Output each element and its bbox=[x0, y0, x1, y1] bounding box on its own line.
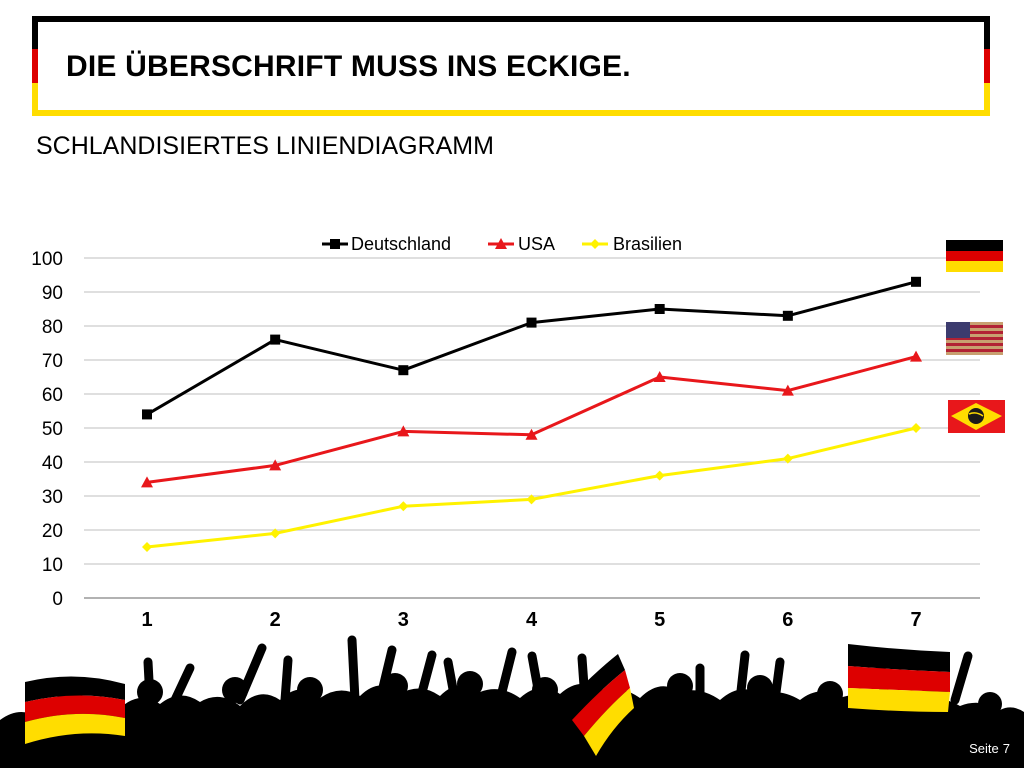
x-tick-label: 5 bbox=[654, 609, 665, 631]
slide-subtitle: SCHLANDISIERTES LINIENDIAGRAMM bbox=[36, 132, 494, 160]
data-point bbox=[654, 304, 665, 314]
y-tick-label: 100 bbox=[31, 249, 63, 270]
x-tick-label: 3 bbox=[398, 609, 409, 631]
y-tick-label: 90 bbox=[42, 283, 63, 304]
data-point bbox=[270, 334, 281, 345]
frame-right-gold bbox=[984, 83, 990, 116]
frame-top bbox=[32, 16, 990, 22]
legend-label: USA bbox=[518, 234, 555, 254]
data-point bbox=[397, 425, 410, 437]
data-point bbox=[526, 494, 537, 505]
legend-label: Deutschland bbox=[351, 234, 451, 254]
data-point bbox=[911, 276, 922, 287]
data-point bbox=[269, 459, 282, 471]
frame-right-black bbox=[984, 16, 990, 49]
x-tick-label: 7 bbox=[910, 609, 921, 631]
y-tick-label: 50 bbox=[42, 419, 63, 440]
data-point bbox=[590, 239, 600, 249]
page-label: Seite bbox=[969, 741, 999, 756]
legend-item-usa: USA bbox=[488, 234, 555, 254]
crowd-flag-right bbox=[848, 644, 950, 712]
crowd-flag-left bbox=[25, 676, 125, 744]
data-point bbox=[525, 428, 538, 440]
data-point bbox=[911, 423, 922, 433]
chart-legend: Deutschland USA Brasilien bbox=[322, 234, 682, 254]
series-brasilien bbox=[142, 423, 922, 552]
y-tick-label: 70 bbox=[42, 351, 63, 372]
legend-item-brasilien: Brasilien bbox=[582, 234, 682, 254]
y-tick-label: 0 bbox=[52, 589, 63, 610]
data-point bbox=[782, 310, 793, 321]
frame-left-gold bbox=[32, 83, 38, 116]
crowd-flag-center bbox=[560, 654, 634, 756]
brazil-flag-icon bbox=[948, 400, 1005, 433]
frame-right-red bbox=[984, 49, 990, 83]
frame-left-black bbox=[32, 16, 38, 49]
data-point bbox=[495, 238, 507, 249]
title-frame-border bbox=[32, 16, 990, 116]
data-point bbox=[141, 476, 153, 488]
data-point bbox=[526, 317, 537, 328]
data-point bbox=[398, 501, 409, 512]
series-usa bbox=[141, 350, 923, 488]
y-tick-label: 80 bbox=[42, 317, 63, 338]
x-tick-label: 2 bbox=[270, 609, 281, 631]
data-point bbox=[910, 350, 923, 362]
x-axis-ticks: 1 2 3 4 5 6 7 bbox=[141, 609, 921, 631]
x-tick-label: 6 bbox=[782, 609, 793, 631]
frame-left-red bbox=[32, 49, 38, 83]
data-point bbox=[142, 409, 152, 420]
germany-flag-icon bbox=[946, 240, 1003, 272]
data-point bbox=[142, 542, 152, 552]
y-tick-label: 10 bbox=[42, 555, 63, 576]
legend-label: Brasilien bbox=[613, 234, 682, 254]
page-number: Seite 7 bbox=[965, 741, 1010, 756]
usa-flag-icon bbox=[946, 322, 1003, 355]
y-tick-label: 20 bbox=[42, 521, 63, 542]
data-point bbox=[330, 239, 340, 249]
y-tick-label: 30 bbox=[42, 487, 63, 508]
page-number-value: 7 bbox=[1002, 741, 1010, 756]
data-point bbox=[270, 528, 281, 539]
legend-item-deutschland: Deutschland bbox=[322, 234, 451, 254]
data-point bbox=[654, 470, 665, 481]
slide-title: DIE ÜBERSCHRIFT MUSS INS ECKIGE. bbox=[66, 50, 631, 83]
data-point bbox=[782, 453, 793, 464]
y-tick-label: 40 bbox=[42, 453, 63, 474]
data-point bbox=[653, 371, 666, 382]
x-tick-label: 1 bbox=[141, 609, 152, 631]
data-point bbox=[398, 365, 409, 376]
title-frame bbox=[32, 16, 990, 116]
series-deutschland bbox=[142, 276, 922, 420]
chart-series bbox=[141, 276, 923, 552]
y-axis-ticks: 0 10 20 30 40 50 60 70 80 90 100 bbox=[31, 249, 63, 610]
data-point bbox=[781, 384, 794, 396]
x-tick-label: 4 bbox=[526, 609, 538, 631]
frame-bottom bbox=[32, 110, 990, 116]
y-tick-label: 60 bbox=[42, 385, 63, 406]
